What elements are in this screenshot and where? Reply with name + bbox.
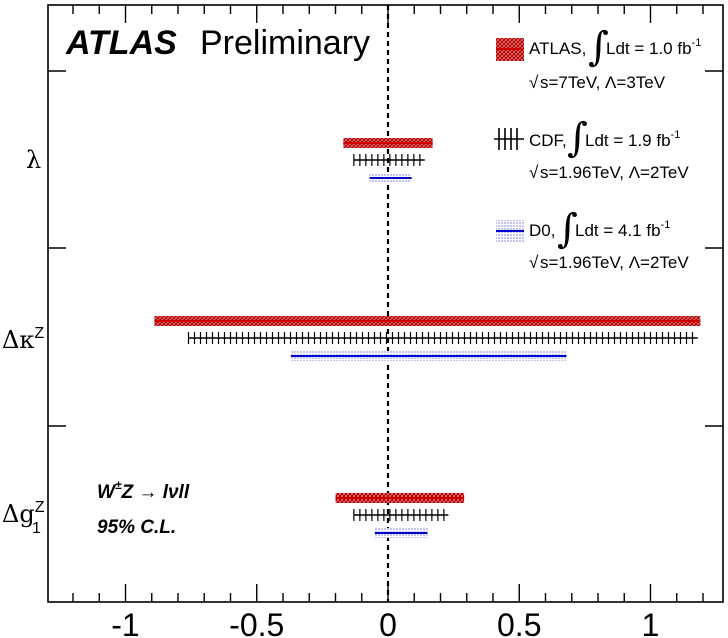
legend-lumi-atlas-sup: -1: [692, 37, 702, 49]
legend-sqrt-cdf: √: [529, 163, 539, 182]
x-tick-label: 1: [642, 607, 660, 638]
ylabel-lambda: λ: [26, 146, 41, 174]
legend-lumi-cdf-sup: -1: [671, 129, 681, 141]
title-atlas: ATLAS: [65, 24, 177, 62]
ylabel-delta-g1-z-sup: Z: [35, 499, 45, 516]
x-tick-label: 0: [379, 607, 397, 638]
annotation-process-w: W: [97, 482, 117, 503]
legend-energy-cdf: s=1.96TeV, Λ=2TeV: [540, 163, 689, 182]
legend-lumi-cdf: Ldt = 1.9 fb-1: [585, 129, 680, 150]
title-preliminary: Preliminary: [200, 24, 370, 62]
annotations: W±Z → lνll 95% C.L.: [97, 478, 190, 538]
legend-label-cdf: CDF,: [529, 131, 567, 150]
ylabel-delta-g1-z: ΔgZ: [2, 499, 45, 528]
annotation-process: W±Z → lνll: [97, 478, 190, 503]
x-tick-label: -1: [111, 607, 139, 638]
legend-integral-cdf: ∫: [567, 115, 588, 161]
legend-integral-atlas: ∫: [588, 24, 609, 70]
data-intervals: [154, 138, 701, 538]
x-tick-label: -0.5: [229, 607, 284, 638]
plot-frame: [47, 4, 724, 603]
legend-lumi-atlas: Ldt = 1.0 fb-1: [606, 37, 701, 58]
legend-lumi-d0-sup: -1: [661, 219, 671, 231]
legend-lumi-d0: Ldt = 4.1 fb-1: [575, 219, 670, 240]
legend-sqrt-d0: √: [529, 253, 539, 272]
ylabel-delta-kappa-z-sup: Z: [34, 325, 44, 342]
legend-label-d0: D0,: [529, 221, 555, 240]
ylabel-delta-g1-z-sub: 1: [32, 520, 41, 537]
legend-label-atlas: ATLAS,: [529, 39, 586, 58]
legend-energy-atlas: s=7TeV, Λ=3TeV: [540, 73, 666, 92]
legend-sqrt-atlas: √: [529, 73, 539, 92]
legend-swatch-cdf: [494, 128, 524, 150]
ylabel-delta-kappa-z: ΔκZ: [2, 325, 44, 354]
annotation-cl: 95% C.L.: [97, 517, 176, 538]
legend-energy-d0: s=1.96TeV, Λ=2TeV: [540, 253, 689, 272]
ylabel-delta-g1-z-main: Δg: [2, 500, 35, 528]
annotation-process-w-sup: ±: [115, 478, 122, 492]
legend: ATLAS, ∫ Ldt = 1.0 fb-1 √ s=7TeV, Λ=3TeV…: [494, 24, 701, 272]
y-axis-ticks: [48, 70, 723, 427]
legend-integral-d0: ∫: [557, 206, 578, 252]
x-axis-ticks: [72, 5, 704, 602]
ylabel-delta-kappa-z-main: Δκ: [2, 326, 34, 354]
legend-lumi-cdf-main: Ldt = 1.9 fb: [585, 131, 671, 150]
legend-lumi-d0-main: Ldt = 4.1 fb: [575, 221, 661, 240]
legend-lumi-atlas-main: Ldt = 1.0 fb: [606, 39, 692, 58]
x-tick-label: 0.5: [497, 607, 541, 638]
x-axis-labels: -1 -0.5 0 0.5 1: [111, 607, 659, 638]
annotation-process-rest: Z → lνll: [121, 482, 190, 503]
y-axis-labels: λ ΔκZ ΔgZ 1: [2, 146, 45, 537]
